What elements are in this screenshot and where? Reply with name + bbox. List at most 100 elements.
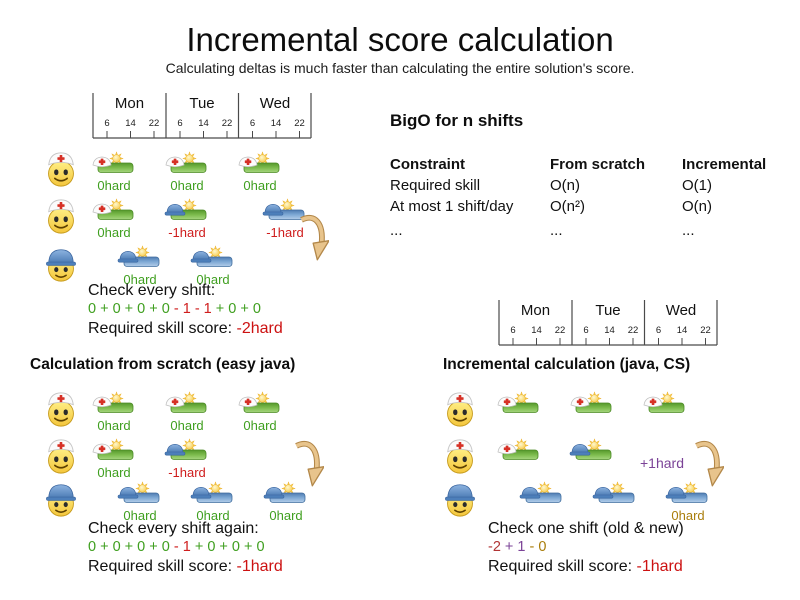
nurse-face-icon bbox=[44, 435, 78, 475]
formula-segment: - 1 - 1 bbox=[173, 301, 212, 317]
shift-score-label: -1hard bbox=[266, 225, 304, 240]
shift-score-label: 0hard bbox=[269, 508, 303, 523]
shift-score-label: 0hard bbox=[97, 225, 131, 240]
shift-icon-nurse-green bbox=[90, 198, 138, 226]
bigo-header-cell: Constraint bbox=[390, 156, 465, 173]
svg-text:22: 22 bbox=[294, 118, 305, 129]
shift-icon-builder-green bbox=[163, 198, 211, 226]
svg-text:14: 14 bbox=[604, 325, 615, 336]
bigo-header-cell: Incremental bbox=[682, 156, 767, 173]
nurse-face-icon bbox=[44, 388, 78, 428]
shift-item bbox=[591, 481, 639, 509]
formula-segment: + 1 bbox=[500, 539, 526, 555]
svg-text:14: 14 bbox=[677, 325, 688, 336]
scratch-caption-block: Check every shift again: 0 + 0 + 0 + 0 -… bbox=[88, 519, 283, 577]
shift-score-label: 0hard bbox=[170, 178, 204, 193]
bigo-cell: ... bbox=[682, 222, 695, 239]
caption-line: Check every shift again: bbox=[88, 520, 259, 537]
svg-text:14: 14 bbox=[125, 118, 136, 129]
day-label: Tue bbox=[189, 95, 214, 112]
score-value: -1hard bbox=[636, 558, 683, 575]
svg-text:6: 6 bbox=[510, 325, 515, 336]
shift-icon-builder-blue bbox=[189, 245, 237, 273]
shift-icon-builder-blue bbox=[518, 481, 566, 509]
shift-item bbox=[518, 481, 566, 509]
shift-score-label: 0hard bbox=[97, 418, 131, 433]
bigo-cell: Required skill bbox=[390, 177, 481, 194]
shift-icon-builder-blue bbox=[189, 481, 237, 509]
before-caption-block: Check every shift: 0 + 0 + 0 + 0 - 1 - 1… bbox=[88, 281, 283, 339]
shift-icon-builder-green bbox=[568, 438, 616, 466]
scratch-heading: Calculation from scratch (easy java) bbox=[30, 356, 296, 373]
day-label: Tue bbox=[595, 302, 620, 319]
shift-item: 0hard bbox=[262, 481, 310, 523]
score-formula: 0 + 0 + 0 + 0 - 1 + 0 + 0 + 0 bbox=[88, 538, 283, 557]
caption-line: Check one shift (old & new) bbox=[488, 520, 684, 537]
page-title: Incremental score calculation bbox=[186, 21, 614, 58]
nurse-face-icon bbox=[443, 388, 477, 428]
builder-face-icon bbox=[443, 478, 477, 518]
day-label: Wed bbox=[666, 302, 697, 319]
svg-text:22: 22 bbox=[555, 325, 566, 336]
shift-icon-builder-green bbox=[163, 438, 211, 466]
shift-icon-builder-blue bbox=[591, 481, 639, 509]
shift-item: 0hard bbox=[664, 481, 712, 523]
shift-score-label: 0hard bbox=[123, 272, 157, 287]
shift-icon-nurse-green bbox=[90, 391, 138, 419]
day-labels: Mon Tue Wed bbox=[521, 302, 696, 319]
shift-item bbox=[641, 391, 689, 419]
day-label: Wed bbox=[260, 95, 291, 112]
shift-item: 0hard bbox=[116, 245, 164, 287]
shift-item: -1hard bbox=[261, 198, 309, 240]
formula-segment: -2 bbox=[488, 539, 501, 555]
shift-icon-nurse-green bbox=[163, 391, 211, 419]
formula-segment: 0 + 0 + 0 + 0 bbox=[88, 301, 174, 317]
shift-item: 0hard bbox=[236, 391, 284, 433]
shift-item bbox=[568, 438, 616, 466]
bigo-panel: BigO for n shifts Constraint From scratc… bbox=[390, 111, 800, 241]
incremental-caption-block: Check one shift (old & new) -2 + 1 - 0 R… bbox=[488, 519, 684, 577]
shift-item: 0hard bbox=[116, 481, 164, 523]
shift-item: 0hard bbox=[189, 245, 237, 287]
hour-ticks bbox=[512, 338, 706, 345]
formula-segment: + 0 + 0 + 0 bbox=[190, 539, 265, 555]
shift-item: 0hard bbox=[189, 481, 237, 523]
nurse-face-icon bbox=[443, 435, 477, 475]
svg-text:22: 22 bbox=[222, 118, 233, 129]
delta-score-label: +1hard bbox=[640, 455, 684, 471]
shift-item: 0hard bbox=[90, 151, 138, 193]
svg-text:14: 14 bbox=[198, 118, 209, 129]
bigo-cell: O(1) bbox=[682, 177, 712, 194]
day-label: Mon bbox=[521, 302, 550, 319]
shift-icon-nurse-green bbox=[641, 391, 689, 419]
shift-item: 0hard bbox=[90, 438, 138, 480]
timeline-frame bbox=[498, 300, 718, 346]
bigo-cell: O(n²) bbox=[550, 198, 585, 215]
move-arrow-icon bbox=[694, 439, 724, 491]
bigo-cell: ... bbox=[390, 222, 403, 239]
score-value: -1hard bbox=[236, 558, 283, 575]
score-formula: 0 + 0 + 0 + 0 - 1 - 1 + 0 + 0 bbox=[88, 300, 283, 319]
score-label: Required skill score: bbox=[88, 558, 237, 575]
formula-segment: 0 + 0 + 0 + 0 bbox=[88, 539, 174, 555]
shift-item: 0hard bbox=[90, 391, 138, 433]
score-label: Required skill score: bbox=[88, 320, 237, 337]
shift-icon-nurse-green bbox=[236, 391, 284, 419]
nurse-face-icon bbox=[44, 195, 78, 235]
bigo-cell: O(n) bbox=[682, 198, 712, 215]
shift-item: 0hard bbox=[163, 391, 211, 433]
day-labels: Mon Tue Wed bbox=[115, 95, 290, 112]
timeline-week-top: Mon Tue Wed 6 14 22 6 14 22 6 14 22 bbox=[92, 93, 312, 139]
builder-face-icon bbox=[44, 243, 78, 283]
shift-icon-nurse-green bbox=[90, 151, 138, 179]
formula-segment: - 0 bbox=[525, 539, 547, 555]
shift-score-label: 0hard bbox=[97, 465, 131, 480]
bigo-title: BigO for n shifts bbox=[390, 111, 524, 130]
shift-item bbox=[568, 391, 616, 419]
bigo-row: Required skill O(n) O(1) bbox=[390, 175, 800, 196]
page-subtitle: Calculating deltas is much faster than c… bbox=[165, 60, 635, 76]
score-line: Required skill score: -2hard bbox=[88, 319, 283, 339]
hour-labels: 6 14 22 6 14 22 6 14 22 bbox=[510, 325, 710, 336]
hour-ticks bbox=[106, 131, 300, 138]
formula-segment: + 0 + 0 bbox=[211, 301, 261, 317]
